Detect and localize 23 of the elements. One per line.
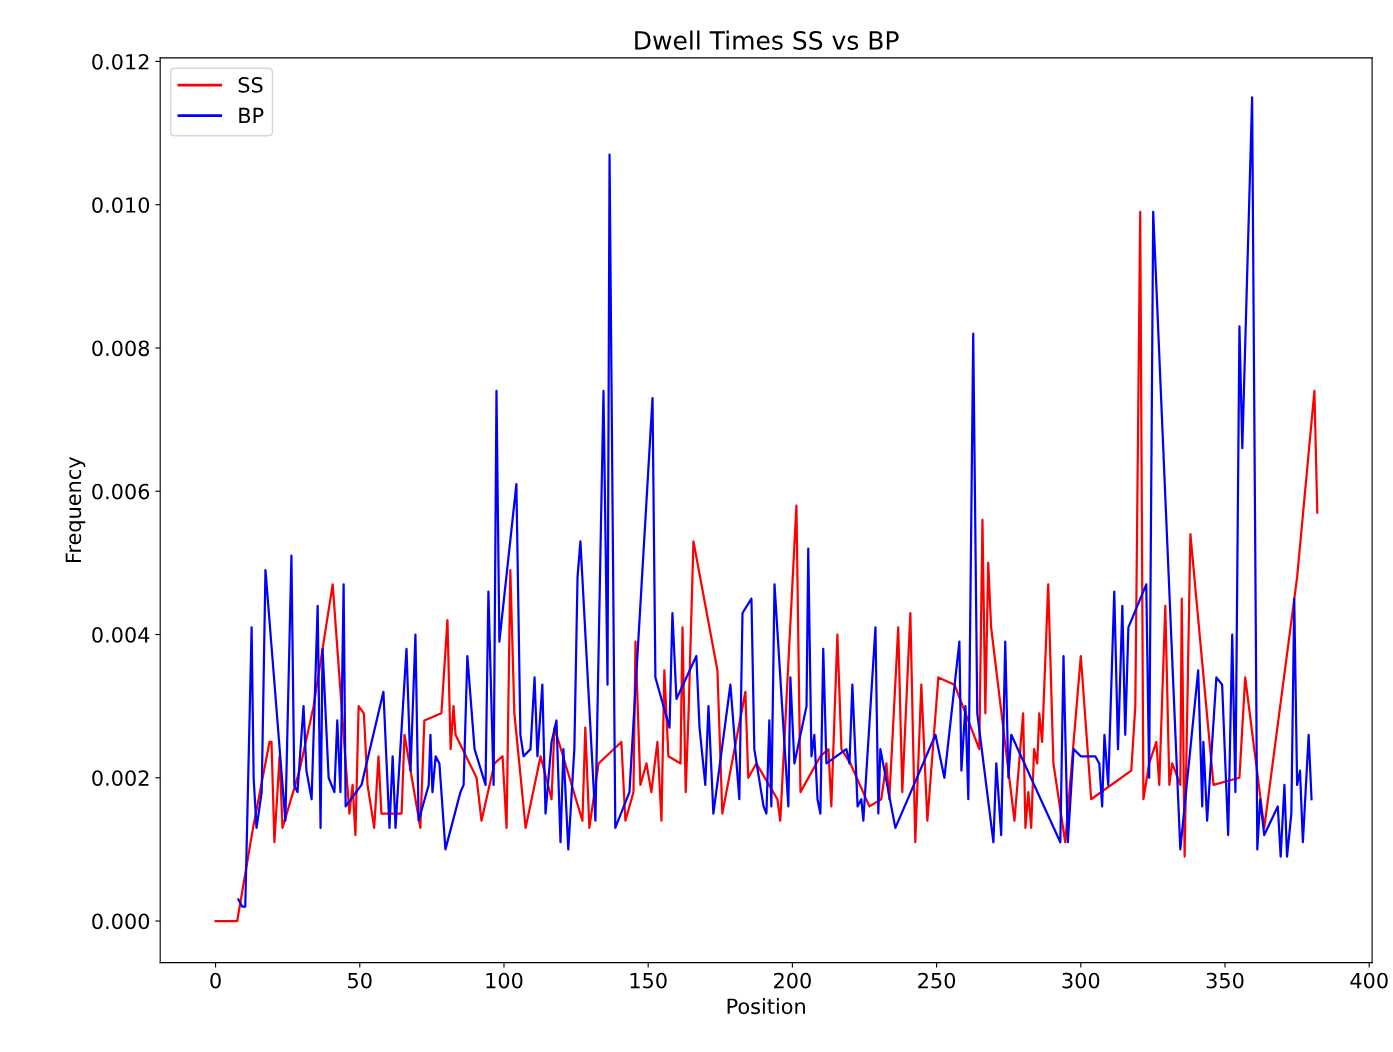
y-tick-label: 0.004 <box>92 626 150 643</box>
x-tick-label: 250 <box>918 972 956 989</box>
x-axis-title: Position <box>727 998 805 1015</box>
y-tick-label: 0.006 <box>92 483 150 500</box>
y-tick-label: 0.012 <box>92 53 149 70</box>
line-series <box>237 96 1313 908</box>
legend-label: SS <box>238 76 263 93</box>
y-axis-title: Frequency <box>65 457 86 562</box>
chart-title: Dwell Times SS vs BP <box>635 30 899 50</box>
x-tick-label: 0 <box>210 972 221 989</box>
y-tick-label: 0.008 <box>92 340 150 357</box>
y-tick-label: 0.010 <box>92 197 150 213</box>
x-tick-label: 350 <box>1206 972 1244 989</box>
x-tick-label: 400 <box>1350 972 1388 989</box>
x-tick-label: 150 <box>630 972 667 989</box>
legend-label: BP <box>239 107 264 124</box>
x-tick-label: 200 <box>774 972 811 989</box>
x-tick-label: 300 <box>1062 972 1100 989</box>
line-series <box>214 210 1319 923</box>
y-tick-label: 0.002 <box>92 770 149 786</box>
x-tick-label: 100 <box>486 972 523 989</box>
x-tick-label: 50 <box>348 972 372 989</box>
y-tick-label: 0.000 <box>92 913 150 930</box>
